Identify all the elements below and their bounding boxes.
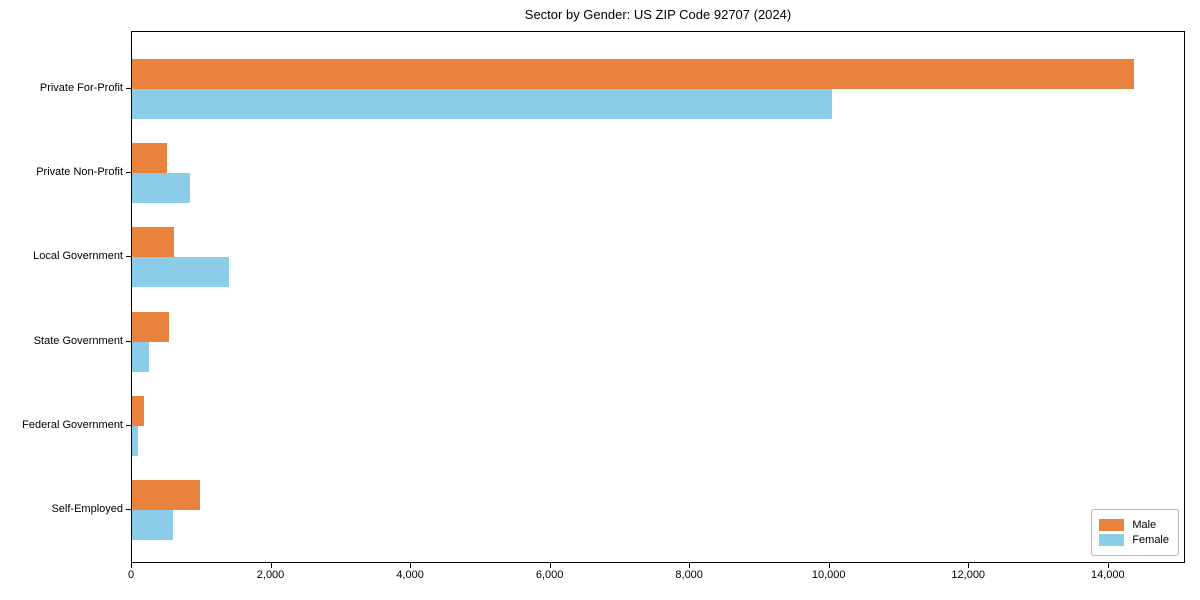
legend: Male Female (1091, 509, 1179, 556)
y-tick-private-non-profit (126, 172, 131, 174)
x-tick-label-10000: 10,000 (811, 569, 846, 581)
y-tick-local-government (126, 256, 131, 258)
legend-row-male: Male (1099, 519, 1169, 531)
bar-male-state-government (132, 311, 169, 342)
x-tick-label-4000: 4,000 (396, 569, 424, 581)
bar-female-private-non-profit (132, 173, 190, 204)
x-tick-6000 (549, 563, 551, 568)
y-tick-private-for-profit (126, 88, 131, 89)
bar-female-private-for-profit (132, 89, 832, 119)
bar-male-federal-government (132, 395, 145, 426)
bar-female-federal-government (132, 425, 138, 456)
bar-male-private-non-profit (132, 143, 167, 174)
plot-area: Male Female (131, 31, 1185, 563)
bar-male-local-government (132, 227, 175, 258)
bar-female-local-government (132, 257, 229, 288)
y-axis-label-self-employed: Self-Employed (51, 503, 123, 515)
bar-male-self-employed (132, 480, 200, 510)
x-tick-8000 (689, 563, 691, 568)
x-tick-0 (131, 563, 132, 568)
x-tick-label-14000: 14,000 (1090, 569, 1125, 581)
x-tick-label-8000: 8,000 (675, 569, 703, 581)
x-tick-10000 (828, 563, 830, 568)
x-tick-12000 (968, 563, 970, 568)
x-tick-14000 (1107, 563, 1109, 568)
x-tick-label-6000: 6,000 (535, 569, 564, 581)
x-tick-label-0: 0 (127, 569, 135, 581)
y-axis-label-private-non-profit: Private Non-Profit (36, 166, 123, 179)
y-tick-self-employed (126, 509, 131, 510)
bar-female-self-employed (132, 510, 174, 540)
bar-female-state-government (132, 341, 150, 372)
y-tick-federal-government (126, 424, 131, 426)
x-tick-4000 (410, 563, 412, 568)
x-tick-label-2000: 2,000 (256, 569, 285, 581)
y-tick-state-government (126, 340, 131, 342)
y-axis-label-private-for-profit: Private For-Profit (39, 82, 123, 94)
legend-swatch-male (1099, 519, 1125, 531)
y-axis-label-federal-government: Federal Government (22, 418, 123, 431)
y-axis-label-state-government: State Government (33, 334, 123, 347)
legend-label-female: Female (1132, 534, 1169, 546)
bar-male-private-for-profit (132, 59, 1134, 89)
y-axis-label-local-government: Local Government (33, 250, 123, 263)
legend-swatch-female (1099, 534, 1125, 546)
legend-row-female: Female (1099, 534, 1169, 546)
chart-title: Sector by Gender: US ZIP Code 92707 (202… (524, 7, 792, 22)
legend-label-male: Male (1132, 519, 1157, 531)
x-tick-label-12000: 12,000 (951, 569, 986, 581)
x-tick-2000 (270, 563, 272, 568)
